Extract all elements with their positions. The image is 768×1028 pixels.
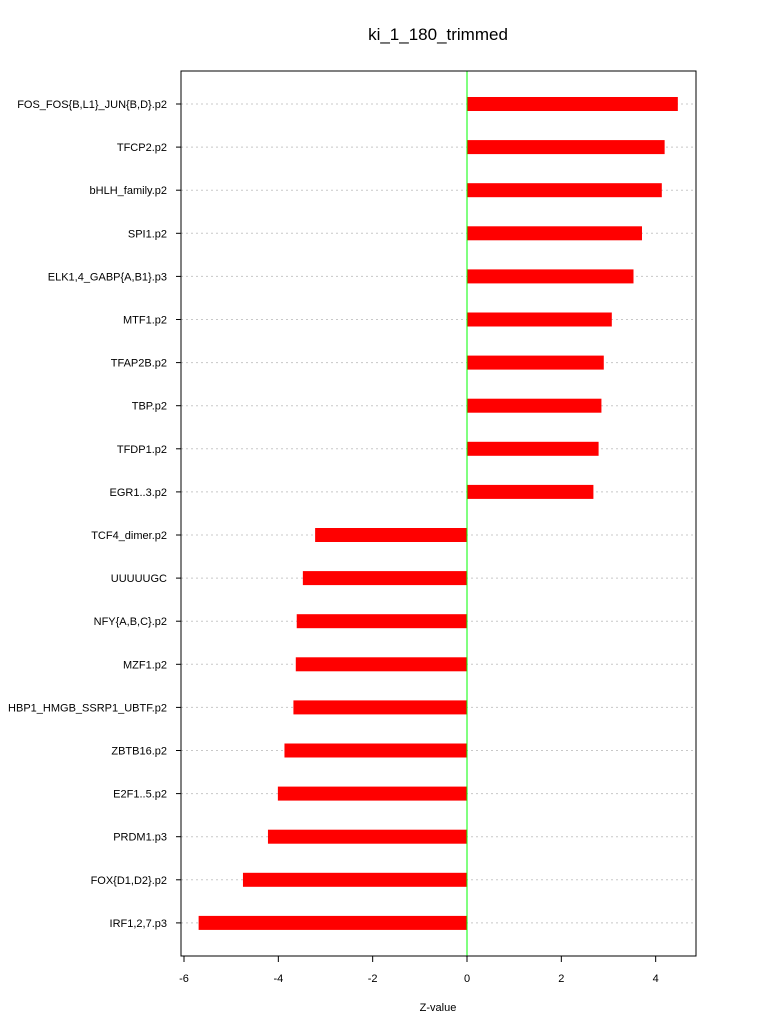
- y-tick-label: E2F1..5.p2: [113, 789, 167, 801]
- bar: [295, 657, 467, 672]
- y-tick-label: IRF1,2,7.p3: [110, 918, 167, 930]
- y-tick-label: FOS_FOS{B,L1}_JUN{B,D}.p2: [17, 99, 167, 111]
- y-tick-label: MZF1.p2: [123, 659, 167, 671]
- bar: [467, 441, 599, 456]
- bar: [467, 183, 662, 198]
- x-tick-label: 0: [464, 973, 470, 985]
- x-tick-label: 4: [653, 973, 659, 985]
- bar: [467, 398, 602, 413]
- y-tick-labels: FOS_FOS{B,L1}_JUN{B,D}.p2 TFCP2.p2 bHLH_fa…: [8, 99, 181, 930]
- y-tick-label: bHLH_family.p2: [90, 185, 167, 197]
- bar: [277, 786, 467, 801]
- y-tick-label: SPI1.p2: [128, 228, 167, 240]
- bar: [242, 872, 467, 887]
- plot-frame: [180, 70, 697, 957]
- bar: [467, 484, 594, 499]
- bar: [293, 700, 467, 715]
- x-axis: -6 -4 -2 0 2 4: [179, 955, 659, 985]
- bar: [467, 226, 642, 241]
- y-tick-label: ELK1,4_GABP{A,B1}.p3: [48, 271, 167, 283]
- y-tick-label: HBP1_HMGB_SSRP1_UBTF.p2: [8, 702, 167, 714]
- bar: [467, 97, 678, 111]
- bar: [467, 312, 612, 327]
- bars-layer: [198, 97, 678, 930]
- x-tick-label: -4: [273, 973, 283, 985]
- x-axis-label: Z-value: [420, 1002, 457, 1014]
- bar: [284, 743, 467, 758]
- y-tick-label: PRDM1.p3: [113, 832, 167, 844]
- x-tick-label: 2: [558, 973, 564, 985]
- bar: [302, 571, 467, 586]
- bar: [467, 355, 604, 370]
- bar: [198, 915, 467, 930]
- y-tick-label: TCF4_dimer.p2: [91, 530, 167, 542]
- chart-title: ki_1_180_trimmed: [368, 25, 508, 44]
- y-tick-label: MTF1.p2: [123, 315, 167, 327]
- y-tick-label: TBP.p2: [132, 401, 167, 413]
- bar: [315, 528, 467, 542]
- x-tick-label: -2: [368, 973, 378, 985]
- y-tick-label: ZBTB16.p2: [111, 746, 167, 758]
- x-tick-label: -6: [179, 973, 189, 985]
- y-tick-label: NFY{A,B,C}.p2: [94, 616, 167, 628]
- bar: [467, 140, 665, 155]
- y-tick-label: TFAP2B.p2: [111, 358, 167, 370]
- y-tick-label: EGR1..3.p2: [110, 487, 167, 499]
- bar: [267, 829, 467, 844]
- y-tick-label: TFDP1.p2: [117, 444, 167, 456]
- bar: [467, 269, 634, 284]
- y-tick-label: UUUUUGC: [111, 573, 167, 585]
- y-tick-label: TFCP2.p2: [117, 142, 167, 154]
- y-tick-label: FOX{D1,D2}.p2: [91, 875, 167, 887]
- bar: [296, 614, 467, 629]
